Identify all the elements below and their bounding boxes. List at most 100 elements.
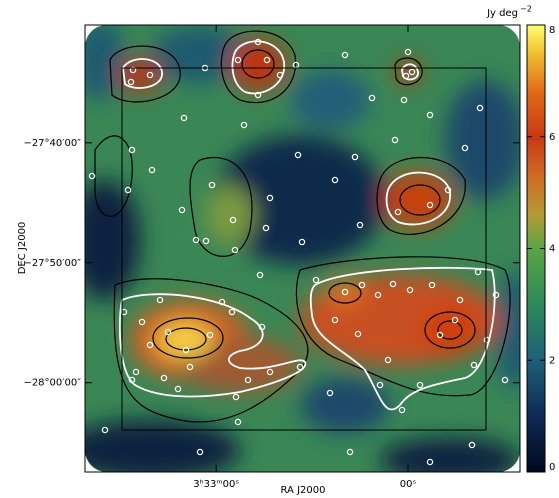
source-marker: [234, 418, 242, 426]
source-marker: [129, 66, 137, 74]
source-marker: [341, 288, 349, 296]
source-marker: [186, 363, 194, 371]
source-marker: [426, 111, 434, 119]
source-marker: [402, 72, 410, 80]
colorbar-frame: [526, 24, 546, 473]
source-marker: [132, 368, 140, 376]
source-marker: [234, 56, 242, 64]
colorbar-tick-label: 4: [549, 244, 555, 255]
source-marker: [326, 389, 334, 397]
source-marker: [120, 308, 128, 316]
source-marker: [256, 271, 264, 279]
source-marker: [128, 376, 136, 384]
source-marker: [374, 291, 382, 299]
source-marker: [389, 280, 397, 288]
sources: [88, 38, 509, 466]
source-marker: [208, 181, 216, 189]
source-marker: [400, 96, 408, 104]
source-marker: [228, 308, 236, 316]
source-marker: [416, 381, 424, 389]
source-marker: [296, 363, 304, 371]
source-marker: [358, 281, 366, 289]
survey-box: [121, 67, 487, 431]
source-marker: [331, 316, 339, 324]
source-marker: [476, 104, 484, 112]
source-marker: [492, 291, 500, 299]
source-marker: [174, 385, 182, 393]
source-marker: [218, 298, 226, 306]
source-marker: [428, 281, 436, 289]
source-marker: [244, 376, 252, 384]
colorbar-tick-label: 8: [549, 25, 555, 36]
source-marker: [266, 194, 274, 202]
source-marker: [178, 206, 186, 214]
source-marker: [206, 331, 214, 339]
y-tick-label: −27°40′00″: [23, 138, 81, 149]
map: [85, 25, 520, 472]
source-marker: [456, 296, 464, 304]
source-marker: [468, 441, 476, 449]
source-marker: [391, 136, 399, 144]
source-marker: [258, 323, 266, 331]
y-tick-label: −27°50′00″: [23, 258, 81, 269]
source-marker: [312, 276, 320, 284]
plot-frame: [84, 24, 521, 473]
source-marker: [404, 48, 412, 56]
source-marker: [229, 216, 237, 224]
source-marker: [474, 268, 482, 276]
source-marker: [426, 201, 434, 209]
source-marker: [128, 146, 136, 154]
source-marker: [461, 144, 469, 152]
source-marker: [266, 368, 274, 376]
source-marker: [356, 221, 364, 229]
source-marker: [331, 176, 339, 184]
y-axis-label: DEC J2000: [17, 222, 28, 275]
colorbar-tick-label: 0: [549, 462, 555, 473]
source-marker: [138, 318, 146, 326]
source-marker: [180, 114, 188, 122]
source-marker: [501, 376, 509, 384]
source-marker: [294, 151, 302, 159]
source-marker: [231, 246, 239, 254]
source-marker: [426, 458, 434, 466]
source-marker: [254, 91, 262, 99]
source-marker: [341, 51, 349, 59]
source-marker: [298, 238, 306, 246]
source-marker: [148, 166, 156, 174]
source-marker: [368, 94, 376, 102]
source-marker: [124, 186, 132, 194]
source-marker: [192, 236, 200, 244]
source-marker: [276, 71, 284, 79]
source-marker: [263, 56, 271, 64]
source-marker: [240, 121, 248, 129]
source-marker: [164, 328, 172, 336]
source-marker: [254, 38, 262, 46]
source-marker: [351, 153, 359, 161]
source-marker: [160, 374, 168, 382]
x-tick-label: 3ʰ33ᵐ00ˢ: [193, 479, 239, 490]
source-marker: [101, 426, 109, 434]
source-marker: [232, 393, 240, 401]
y-tick-label: −28°00′00″: [23, 378, 81, 389]
colorbar-tick-label: 2: [549, 355, 555, 366]
source-marker: [262, 224, 270, 232]
source-marker: [444, 186, 452, 194]
source-marker: [202, 237, 210, 245]
source-marker: [408, 68, 416, 76]
colorbar-tick-label: 6: [549, 132, 555, 143]
source-marker: [156, 296, 164, 304]
source-marker: [451, 316, 459, 324]
source-marker: [436, 331, 444, 339]
source-marker: [146, 71, 154, 79]
source-marker: [483, 336, 491, 344]
source-marker: [88, 172, 96, 180]
source-marker: [127, 78, 135, 86]
source-marker: [196, 448, 204, 456]
source-marker: [346, 448, 354, 456]
source-marker: [398, 406, 406, 414]
source-marker: [354, 330, 362, 338]
source-marker: [470, 361, 478, 369]
source-marker: [384, 356, 392, 364]
source-marker: [182, 346, 190, 354]
